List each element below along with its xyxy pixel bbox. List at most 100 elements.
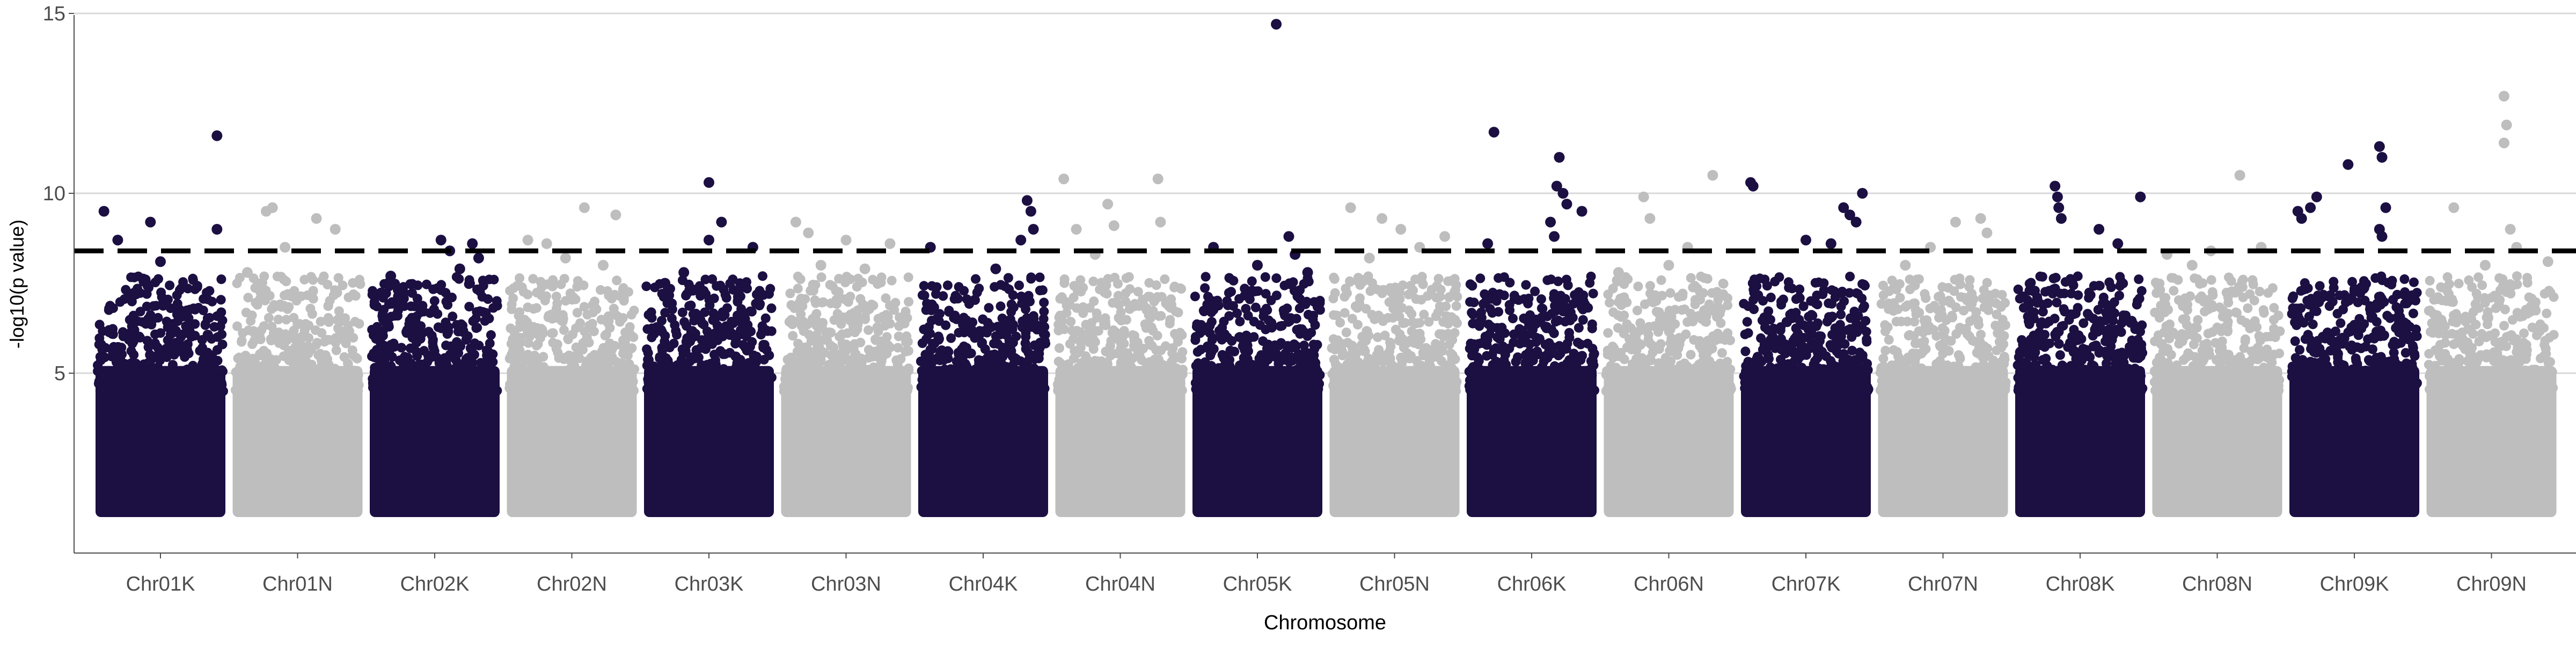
snp-point [557,316,566,325]
top-snp-point [280,242,290,253]
chromosome-group-chr01k [93,130,228,517]
snp-point [441,340,451,350]
snp-point [718,332,728,341]
snp-point [1490,370,1500,380]
top-snp-point [385,271,396,281]
top-snp-point [1554,152,1565,163]
snp-point [984,384,994,394]
snp-point [126,386,135,396]
snp-point [925,329,935,338]
snp-point [1225,346,1235,355]
snp-point [1517,384,1526,394]
snp-point [406,301,416,311]
snp-point [1550,375,1560,385]
snp-point [1137,300,1146,310]
snp-point [1436,340,1446,350]
snp-point [1521,280,1531,290]
snp-point [917,366,927,376]
snp-point [1261,272,1270,282]
top-snp-point [436,235,447,245]
snp-point [604,375,614,385]
snp-point [1057,372,1066,382]
snp-point [308,275,318,285]
snp-point [515,273,524,283]
snp-point [184,324,194,334]
snp-point [164,374,174,384]
snp-point [1133,350,1143,360]
snp-point [1225,361,1234,370]
snp-point [136,386,146,396]
snp-point [1136,386,1145,396]
snp-point [1560,317,1570,326]
snp-point [217,365,227,375]
snp-point [1076,287,1086,296]
snp-point [1494,273,1503,283]
snp-point [289,286,299,296]
top-snp-point [1377,213,1387,224]
top-snp-point [598,260,609,271]
snp-point [1286,353,1296,362]
snp-point [1468,310,1478,319]
snp-point [1178,365,1188,374]
snp-point [686,301,696,310]
snp-point [126,272,136,282]
snp-point [336,316,346,326]
snp-point [1480,289,1489,299]
snp-point [1147,341,1157,351]
top-snp-point [1302,267,1313,278]
snp-point [1665,346,1674,355]
snp-point [874,314,883,324]
snp-point [484,347,493,357]
snp-point [1416,295,1426,304]
snp-point [1208,386,1218,396]
snp-point [1696,272,1706,281]
snp-point [619,339,629,349]
snp-point [456,341,465,351]
snp-point [1342,328,1351,337]
snp-point [465,279,475,288]
snp-point [850,378,860,388]
snp-point [1026,274,1036,283]
snp-point [547,329,557,338]
snp-point [1249,317,1259,326]
snp-point [258,361,268,370]
snp-point [199,306,208,315]
snp-point [685,337,695,346]
snp-point [149,301,158,311]
snp-point [1468,386,1477,396]
snp-point [789,368,799,377]
snp-point [1285,380,1294,390]
snp-point [1295,285,1305,295]
top-snp-point [330,224,341,235]
top-snp-point [1155,217,1166,228]
snp-point [701,385,711,395]
top-snp-point [1271,19,1282,30]
snp-point [748,381,758,391]
snp-point [1038,285,1048,295]
snp-point [405,279,415,289]
snp-point [309,385,318,395]
snp-point [275,300,285,309]
snp-point [580,338,589,347]
snp-point [428,285,438,294]
snp-point [335,326,345,336]
snp-point [1686,350,1696,360]
snp-point [817,298,827,308]
snp-point [1525,339,1534,349]
snp-point [1452,377,1461,387]
snp-point [780,374,790,384]
snp-point [1329,274,1339,283]
snp-point [1088,277,1098,286]
snp-point [203,295,213,304]
snp-point [742,346,752,355]
snp-point [1144,278,1154,288]
snp-point [1035,324,1044,333]
snp-point [1345,277,1355,286]
snp-point [104,303,114,313]
snp-point [507,300,517,309]
snp-point [1633,306,1642,315]
snp-point [515,386,524,395]
snp-point [1039,297,1049,307]
top-snp-point [1102,199,1113,209]
snp-point [1560,364,1570,373]
